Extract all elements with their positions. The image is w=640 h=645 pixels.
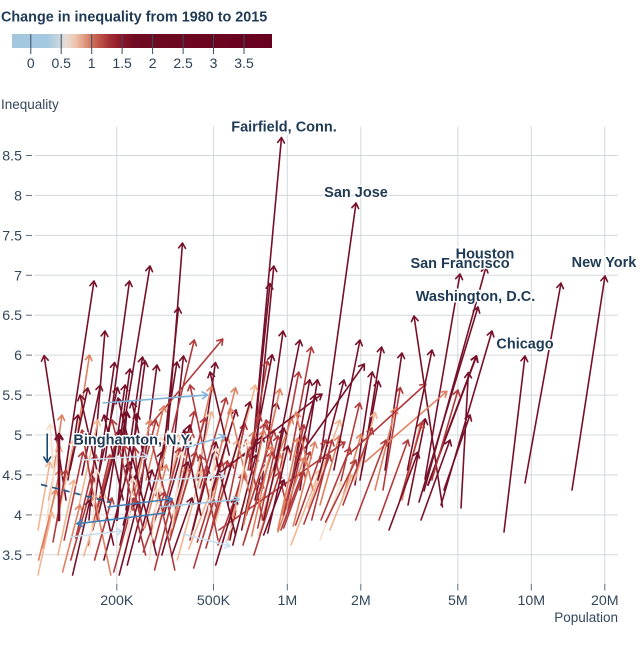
svg-text:Inequality: Inequality: [1, 97, 59, 112]
svg-text:Chicago: Chicago: [496, 337, 553, 353]
svg-text:San Francisco: San Francisco: [410, 256, 509, 272]
svg-text:3.5: 3.5: [2, 548, 22, 564]
svg-text:3.5: 3.5: [234, 55, 254, 71]
svg-text:2M: 2M: [351, 593, 371, 609]
svg-text:4: 4: [14, 508, 22, 524]
svg-text:10M: 10M: [517, 593, 545, 609]
svg-text:0.5: 0.5: [51, 55, 71, 71]
svg-text:Houston: Houston: [456, 247, 515, 263]
svg-text:Washington, D.C.: Washington, D.C.: [416, 289, 535, 305]
svg-text:500K: 500K: [197, 593, 231, 609]
svg-text:7.5: 7.5: [2, 228, 22, 244]
svg-text:7: 7: [14, 268, 22, 284]
svg-text:Fairfield, Conn.: Fairfield, Conn.: [231, 120, 337, 136]
svg-text:3: 3: [210, 55, 218, 71]
svg-text:1: 1: [88, 55, 96, 71]
svg-text:Binghamton, N.Y.: Binghamton, N.Y.: [73, 433, 192, 449]
svg-text:6: 6: [14, 348, 22, 364]
svg-text:New York: New York: [572, 255, 638, 271]
svg-text:1.5: 1.5: [112, 55, 132, 71]
svg-text:2.5: 2.5: [173, 55, 193, 71]
svg-text:200K: 200K: [100, 593, 134, 609]
svg-text:8.5: 8.5: [2, 149, 22, 165]
svg-text:5M: 5M: [448, 593, 468, 609]
svg-text:Change in inequality from 1980: Change in inequality from 1980 to 2015: [1, 10, 267, 26]
svg-text:1M: 1M: [277, 593, 297, 609]
svg-text:0: 0: [27, 55, 35, 71]
svg-text:5: 5: [14, 428, 22, 444]
svg-text:8: 8: [14, 188, 22, 204]
svg-text:4.5: 4.5: [2, 468, 22, 484]
svg-text:20M: 20M: [591, 593, 619, 609]
svg-text:6.5: 6.5: [2, 308, 22, 324]
svg-text:2: 2: [149, 55, 157, 71]
svg-text:Population: Population: [554, 610, 618, 625]
svg-text:San Jose: San Jose: [324, 185, 388, 201]
svg-text:5.5: 5.5: [2, 388, 22, 404]
